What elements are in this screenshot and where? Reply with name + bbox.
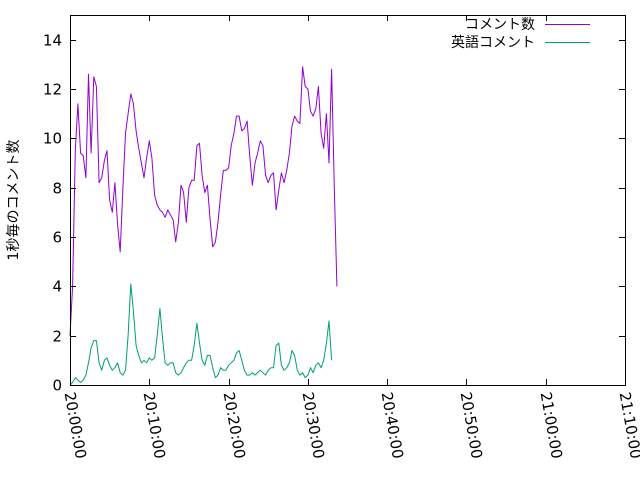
legend-label-0: コメント数 xyxy=(465,17,535,33)
series-line-1 xyxy=(69,283,333,386)
y-tick-label: 4 xyxy=(52,278,62,296)
y-tick-label: 2 xyxy=(52,328,62,346)
series-line-0 xyxy=(69,66,338,336)
y-axis: 0 2 4 6 8 10 12 14 xyxy=(43,32,625,395)
legend-label-1: 英語コメント xyxy=(451,34,535,51)
y-tick-label: 14 xyxy=(43,32,62,50)
y-tick-label: 0 xyxy=(52,377,62,395)
plot-frame xyxy=(70,15,626,386)
y-tick-label: 12 xyxy=(43,81,62,99)
y-tick-label: 6 xyxy=(52,229,62,247)
y-tick-label: 8 xyxy=(52,180,62,198)
y-tick-label: 10 xyxy=(43,130,62,148)
series-layer xyxy=(69,66,338,386)
y-axis-label: 1秒毎のコメント数 xyxy=(6,140,22,261)
